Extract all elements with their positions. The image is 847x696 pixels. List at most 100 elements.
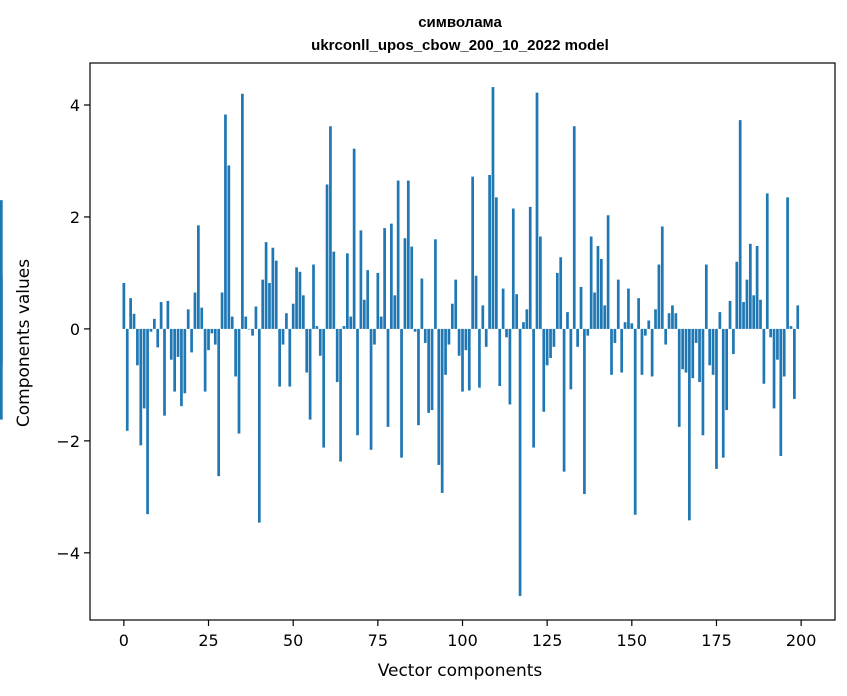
bar <box>508 328 512 405</box>
bar <box>183 328 187 394</box>
bar <box>329 126 332 329</box>
bar <box>454 279 458 329</box>
bar <box>725 328 728 411</box>
bar <box>704 264 708 329</box>
bar <box>511 208 515 329</box>
bar <box>752 295 756 329</box>
bar <box>671 305 674 329</box>
bar <box>569 328 573 390</box>
bar <box>728 300 732 329</box>
bar <box>684 328 688 373</box>
bar <box>318 328 322 356</box>
bar <box>257 328 261 523</box>
bar <box>586 328 590 336</box>
bar <box>698 328 701 383</box>
bar <box>420 278 424 329</box>
y-tick-label: −2 <box>56 432 80 451</box>
bar <box>386 328 390 427</box>
bar <box>0 328 3 364</box>
bar <box>630 323 634 329</box>
bar <box>657 264 661 329</box>
bar <box>765 193 769 329</box>
bar <box>322 328 326 448</box>
bar <box>159 302 163 329</box>
bar <box>545 328 549 366</box>
bar <box>166 300 170 329</box>
bar <box>241 93 244 329</box>
x-tick-label: 175 <box>701 631 732 650</box>
bar <box>779 328 783 456</box>
bar <box>227 165 231 329</box>
bar <box>197 225 200 329</box>
x-tick-label: 150 <box>617 631 648 650</box>
bar <box>681 328 684 370</box>
bar <box>559 257 563 329</box>
bar <box>796 305 800 329</box>
bar <box>173 328 177 392</box>
x-tick-label: 25 <box>198 631 218 650</box>
bar <box>169 328 173 360</box>
x-tick-label: 100 <box>447 631 478 650</box>
bar <box>315 326 319 329</box>
bar <box>288 328 292 387</box>
bar <box>220 292 224 329</box>
chart-title-line1: символама <box>418 14 502 31</box>
bar <box>393 295 397 329</box>
bar <box>759 299 762 329</box>
bar <box>203 328 207 392</box>
y-tick-label: 4 <box>70 96 80 115</box>
bar <box>481 305 485 329</box>
bar <box>576 328 579 347</box>
bar <box>444 328 447 375</box>
bar <box>549 328 552 359</box>
bar <box>403 238 407 329</box>
bar <box>474 275 478 329</box>
bar <box>718 312 722 329</box>
bar <box>271 247 275 329</box>
bar <box>427 328 430 413</box>
bar <box>224 114 227 329</box>
bar <box>461 328 464 392</box>
bar <box>417 328 420 426</box>
x-tick-label: 200 <box>786 631 817 650</box>
bar <box>346 253 349 329</box>
bar <box>701 328 705 436</box>
bar <box>677 328 681 427</box>
bar <box>278 328 281 387</box>
bar <box>423 328 427 343</box>
bar <box>132 313 136 329</box>
bar <box>566 312 569 329</box>
bar <box>542 328 546 412</box>
bar <box>738 120 742 329</box>
bar <box>755 246 759 329</box>
bar <box>650 328 654 377</box>
bar <box>711 328 715 375</box>
bar <box>430 328 434 411</box>
bar <box>610 328 613 375</box>
bar <box>633 328 637 515</box>
bar <box>613 328 617 343</box>
y-axis-ticks: −4 −2 0 2 4 <box>56 96 90 563</box>
bar <box>251 328 254 336</box>
bar <box>281 328 285 345</box>
bar <box>200 307 204 329</box>
bar <box>772 328 776 409</box>
bar <box>572 126 576 329</box>
bar <box>525 309 529 329</box>
bar <box>335 328 339 383</box>
bar <box>122 283 126 329</box>
bar <box>623 322 627 329</box>
bar <box>555 272 559 329</box>
bar <box>207 328 210 351</box>
x-tick-label: 75 <box>368 631 388 650</box>
y-tick-label: 0 <box>70 320 80 339</box>
bar <box>285 313 288 329</box>
bar <box>410 246 414 329</box>
bar <box>478 328 481 388</box>
bar <box>596 246 600 329</box>
bar <box>786 197 789 329</box>
x-axis-ticks: 0 25 50 75 100 125 150 175 200 <box>119 620 817 650</box>
bar <box>146 328 149 515</box>
bar <box>176 328 180 357</box>
